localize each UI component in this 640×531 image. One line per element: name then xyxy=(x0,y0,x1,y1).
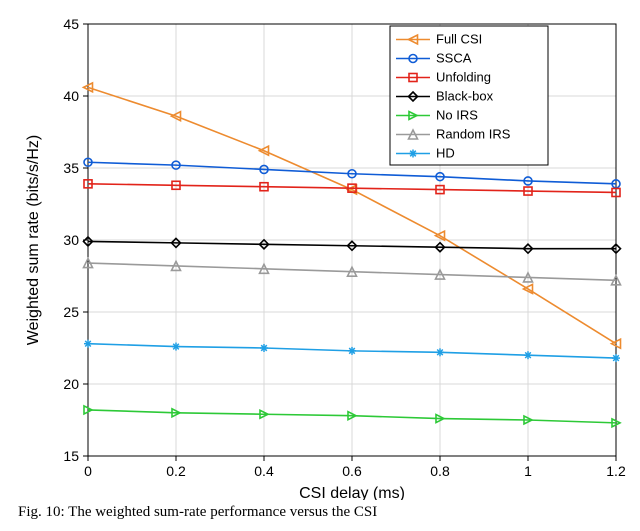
svg-text:15: 15 xyxy=(63,448,79,464)
svg-text:0.2: 0.2 xyxy=(166,463,186,479)
svg-text:0: 0 xyxy=(84,463,92,479)
svg-text:Weighted sum rate (bits/s/Hz): Weighted sum rate (bits/s/Hz) xyxy=(25,135,42,345)
legend: Full CSI SSCA Unfolding Black-box No IRS Rand… xyxy=(390,26,548,165)
svg-text:Full CSI: Full CSI xyxy=(436,32,482,47)
svg-text:1.2: 1.2 xyxy=(606,463,626,479)
svg-text:0.6: 0.6 xyxy=(342,463,362,479)
svg-text:SSCA: SSCA xyxy=(436,51,472,66)
svg-text:35: 35 xyxy=(63,160,79,176)
line-chart: 0 0.2 0.4 0.6 0.8 1 1.2 15 20 25 30 35 40 45 CSI delay… xyxy=(10,10,630,500)
svg-text:45: 45 xyxy=(63,16,79,32)
svg-text:1: 1 xyxy=(524,463,532,479)
svg-text:25: 25 xyxy=(63,304,79,320)
svg-text:40: 40 xyxy=(63,88,79,104)
svg-text:CSI delay (ms): CSI delay (ms) xyxy=(299,485,405,500)
chart-container: 0 0.2 0.4 0.6 0.8 1 1.2 15 20 25 30 35 40 45 CSI delay… xyxy=(10,10,630,500)
svg-text:Random IRS: Random IRS xyxy=(436,127,511,142)
svg-text:0.4: 0.4 xyxy=(254,463,274,479)
svg-text:HD: HD xyxy=(436,146,455,161)
svg-text:20: 20 xyxy=(63,376,79,392)
svg-text:30: 30 xyxy=(63,232,79,248)
svg-text:Black-box: Black-box xyxy=(436,89,494,104)
svg-text:0.8: 0.8 xyxy=(430,463,450,479)
svg-text:No IRS: No IRS xyxy=(436,108,478,123)
svg-text:Unfolding: Unfolding xyxy=(436,70,491,85)
figure-caption: Fig. 10: The weighted sum-rate performan… xyxy=(10,504,630,521)
